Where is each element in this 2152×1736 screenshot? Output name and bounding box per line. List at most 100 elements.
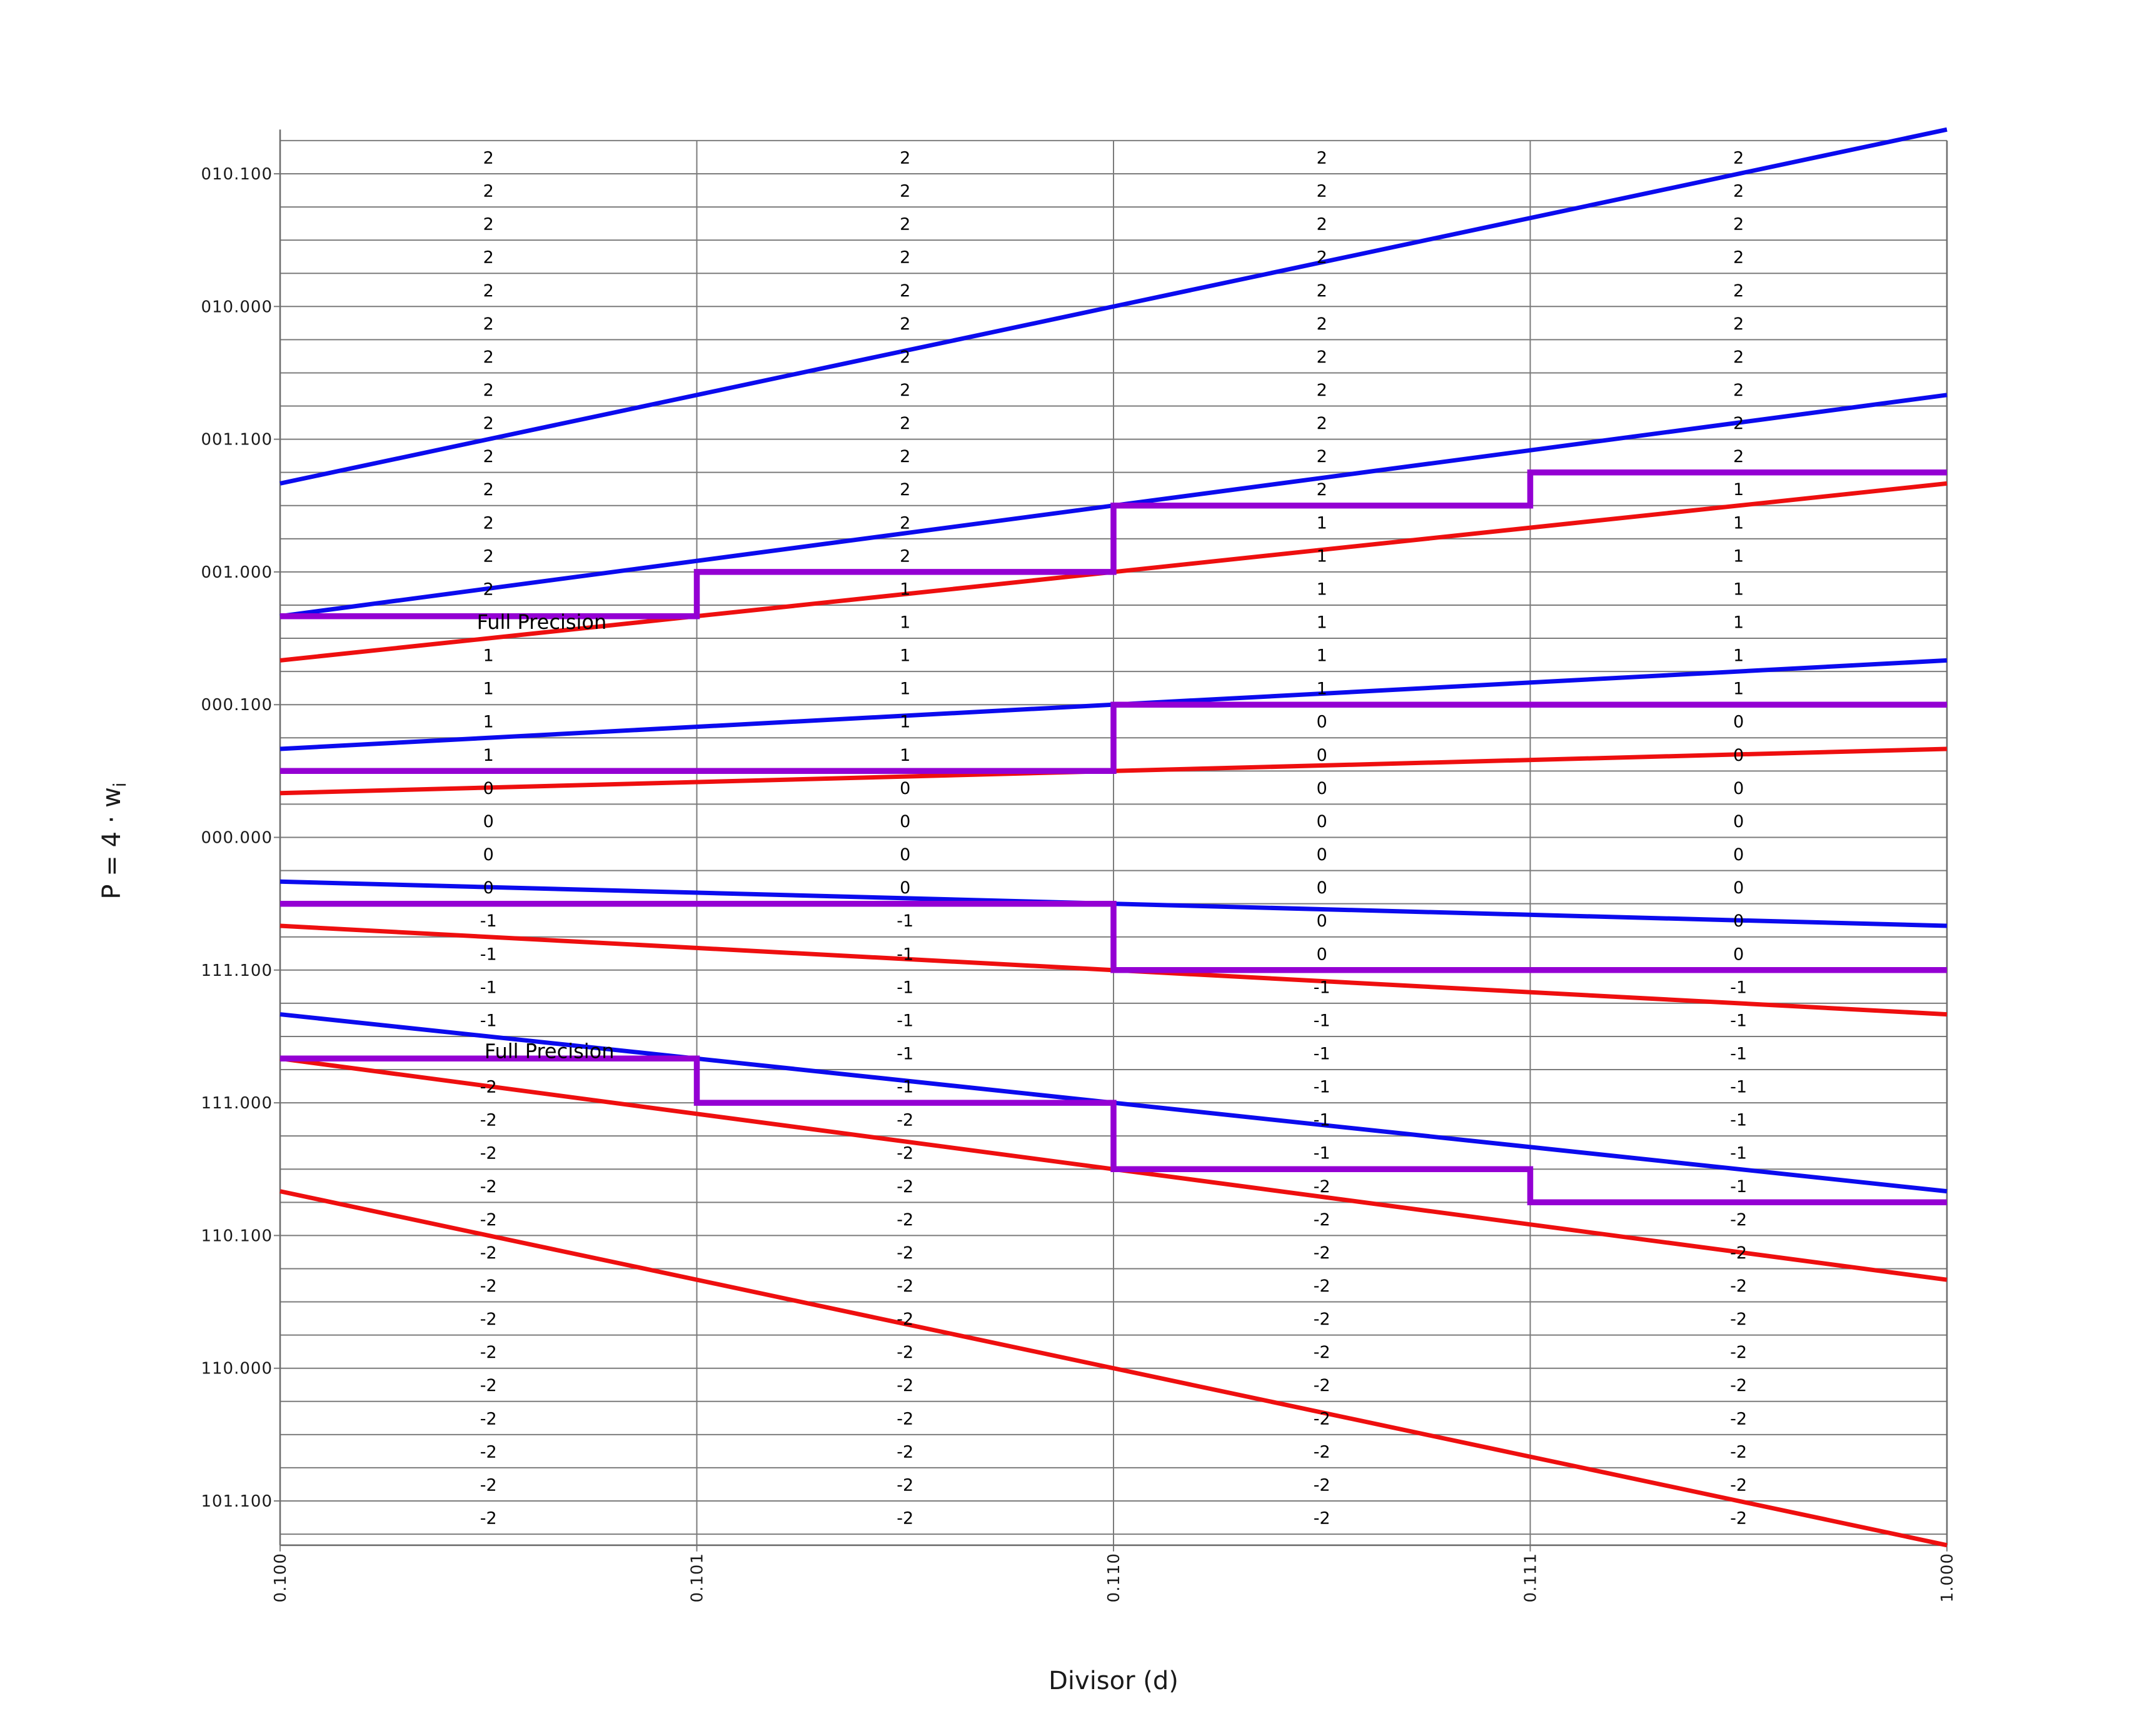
- quotient-digit-cell: 2: [1317, 248, 1327, 268]
- quotient-digit-cell: -1: [480, 978, 497, 997]
- axis-spines-layer: [279, 129, 1948, 1547]
- quotient-digit-cell: 0: [1317, 945, 1327, 964]
- digit-cells-layer: 2 2 2 2 2 2 2 2 2 2 2 2 2 2 1 1 1 1 0 0 0 0 -1 -1 -1 -1 -2 -2 -2 -2 -2…: [480, 148, 1747, 1528]
- quotient-digit-cell: 1: [483, 746, 494, 765]
- quotient-digit-cell: 2: [1317, 148, 1327, 168]
- quotient-digit-cell: 2: [900, 314, 910, 334]
- selection-staircase: [280, 469, 1947, 620]
- quotient-digit-cell: -1: [1314, 978, 1330, 997]
- x-tick-label: 0.111: [1522, 1553, 1541, 1602]
- quotient-digit-cell: 0: [1317, 812, 1327, 831]
- quotient-digit-cell: 2: [483, 480, 494, 499]
- quotient-digit-cell: -2: [897, 1111, 913, 1130]
- quotient-digit-cell: -2: [1314, 1210, 1330, 1230]
- quotient-digit-cell: -2: [1730, 1442, 1747, 1462]
- quotient-digit-cell: 1: [1317, 546, 1327, 566]
- quotient-digit-cell: -2: [480, 1376, 497, 1395]
- quotient-digit-cell: 2: [483, 414, 494, 433]
- quotient-digit-cell: -2: [480, 1442, 497, 1462]
- quotient-digit-cell: 2: [1733, 348, 1744, 367]
- quotient-digit-cell: 2: [1317, 314, 1327, 334]
- y-tick-label: 110.000: [201, 1360, 273, 1378]
- quotient-digit-cell: 0: [900, 779, 910, 798]
- y-tick-label: 010.000: [201, 298, 273, 316]
- quotient-digit-cell: -2: [897, 1277, 913, 1296]
- quotient-digit-cell: -2: [1730, 1277, 1747, 1296]
- quotient-digit-cell: -1: [1314, 1011, 1330, 1030]
- quotient-digit-cell: 1: [1317, 513, 1327, 533]
- quotient-digit-cell: 0: [1733, 713, 1744, 732]
- quotient-digit-cell: -2: [897, 1409, 913, 1428]
- selection-staircase: [280, 1055, 1947, 1206]
- quotient-digit-cell: 2: [1317, 381, 1327, 400]
- quotient-digit-cell: -1: [480, 945, 497, 964]
- quotient-digit-cell: 2: [900, 148, 910, 168]
- full-precision-label: Full Precision: [485, 1039, 615, 1063]
- quotient-digit-cell: -2: [897, 1442, 913, 1462]
- quotient-digit-cell: -1: [480, 911, 497, 931]
- quotient-digit-cell: 2: [1733, 148, 1744, 168]
- quotient-digit-cell: -2: [480, 1210, 497, 1230]
- quotient-digit-cell: 2: [900, 182, 910, 201]
- selection-staircase: [280, 701, 1947, 775]
- quotient-digit-cell: 1: [1317, 580, 1327, 599]
- quotient-digit-cell: 1: [900, 680, 910, 699]
- quotient-digit-cell: 1: [1733, 580, 1744, 599]
- quotient-digit-cell: 2: [1317, 281, 1327, 301]
- quotient-digit-cell: 1: [900, 646, 910, 666]
- quotient-digit-cell: 2: [1317, 348, 1327, 367]
- quotient-digit-cell: 1: [1317, 613, 1327, 633]
- quotient-digit-cell: 2: [1733, 215, 1744, 234]
- y-tick-label: 000.100: [201, 696, 273, 715]
- quotient-digit-cell: -2: [897, 1343, 913, 1362]
- quotient-digit-cell: -2: [897, 1475, 913, 1495]
- quotient-digit-cell: -2: [1314, 1475, 1330, 1495]
- quotient-digit-cell: 2: [483, 447, 494, 466]
- quotient-digit-cell: 2: [483, 381, 494, 400]
- quotient-digit-cell: 0: [1733, 945, 1744, 964]
- x-tick-label: 0.110: [1105, 1553, 1124, 1602]
- quotient-digit-cell: 0: [1317, 878, 1327, 898]
- quotient-digit-cell: 2: [1733, 248, 1744, 268]
- quotient-digit-cell: -2: [480, 1277, 497, 1296]
- quotient-digit-cell: -1: [1314, 1078, 1330, 1097]
- quotient-digit-cell: 0: [900, 812, 910, 831]
- quotient-digit-cell: 0: [1733, 812, 1744, 831]
- y-axis-title-main: P = 4 · w: [98, 787, 126, 899]
- quotient-digit-cell: 1: [1317, 680, 1327, 699]
- quotient-digit-cell: 0: [1733, 779, 1744, 798]
- quotient-digit-cell: 1: [1733, 646, 1744, 666]
- quotient-digit-cell: 1: [483, 680, 494, 699]
- quotient-digit-cell: 2: [1733, 447, 1744, 466]
- quotient-digit-cell: -2: [480, 1310, 497, 1329]
- quotient-digit-cell: 1: [1317, 646, 1327, 666]
- quotient-digit-cell: 2: [1733, 381, 1744, 400]
- quotient-digit-cell: -2: [480, 1475, 497, 1495]
- quotient-digit-cell: 2: [483, 248, 494, 268]
- quotient-digit-cell: -2: [1314, 1343, 1330, 1362]
- quotient-digit-cell: -1: [897, 1078, 913, 1097]
- quotient-digit-cell: 0: [483, 812, 494, 831]
- quotient-digit-cell: -1: [1730, 1177, 1747, 1197]
- quotient-digit-cell: -2: [1314, 1442, 1330, 1462]
- quotient-digit-cell: 0: [900, 878, 910, 898]
- quotient-digit-cell: 1: [1733, 513, 1744, 533]
- axis-titles: Divisor (d) P = 4 · wi: [98, 782, 1179, 1695]
- quotient-digit-cell: 0: [1317, 746, 1327, 765]
- quotient-digit-cell: -2: [480, 1243, 497, 1263]
- quotient-digit-cell: -1: [897, 945, 913, 964]
- quotient-digit-cell: 2: [900, 546, 910, 566]
- quotient-digit-cell: -2: [897, 1144, 913, 1163]
- y-tick-label: 111.000: [201, 1094, 273, 1113]
- quotient-digit-cell: -1: [1314, 1144, 1330, 1163]
- x-tick-label: 1.000: [1938, 1553, 1957, 1602]
- quotient-digit-cell: -1: [1314, 1111, 1330, 1130]
- quotient-digit-cell: -2: [897, 1376, 913, 1395]
- quotient-digit-cell: -2: [1730, 1509, 1747, 1528]
- quotient-digit-cell: 2: [900, 414, 910, 433]
- quotient-digit-cell: 0: [1317, 779, 1327, 798]
- quotient-digit-cell: 2: [1733, 414, 1744, 433]
- quotient-digit-cell: 2: [900, 248, 910, 268]
- quotient-digit-cell: 2: [483, 314, 494, 334]
- quotient-digit-cell: -1: [1730, 1078, 1747, 1097]
